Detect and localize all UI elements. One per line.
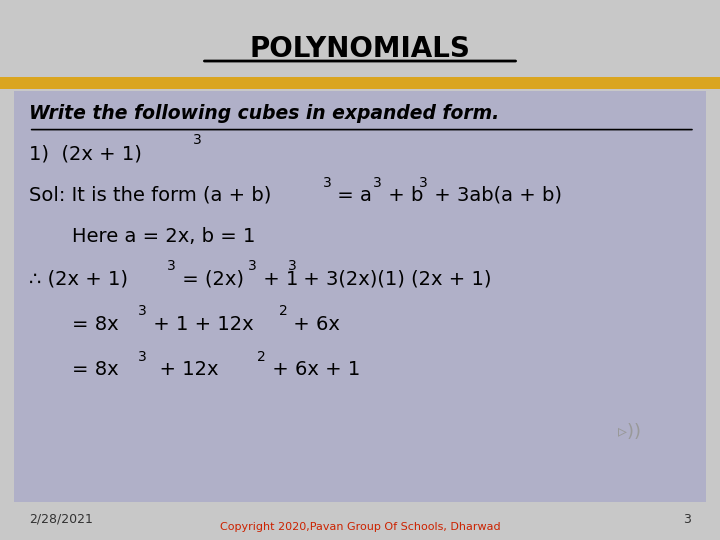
Text: 3: 3 — [193, 133, 202, 147]
Text: Write the following cubes in expanded form.: Write the following cubes in expanded fo… — [29, 104, 499, 123]
Text: ▹)): ▹)) — [618, 423, 642, 441]
Text: + 12x: + 12x — [147, 360, 218, 380]
Text: 2: 2 — [257, 350, 266, 364]
Text: Here a = 2x, b = 1: Here a = 2x, b = 1 — [72, 227, 256, 246]
Text: = a: = a — [331, 186, 372, 205]
Text: 3: 3 — [373, 176, 382, 190]
Text: = (2x): = (2x) — [176, 269, 243, 289]
Text: + 1: + 1 — [257, 269, 298, 289]
Text: + 6x + 1: + 6x + 1 — [266, 360, 360, 380]
Text: + 3ab(a + b): + 3ab(a + b) — [428, 186, 562, 205]
Text: = 8x: = 8x — [72, 314, 119, 334]
Text: + 1 + 12x: + 1 + 12x — [147, 314, 253, 334]
FancyBboxPatch shape — [0, 502, 720, 540]
Text: 3: 3 — [138, 350, 147, 364]
Text: 3: 3 — [288, 259, 297, 273]
Text: 2/28/2021: 2/28/2021 — [29, 513, 93, 526]
Text: 1)  (2x + 1): 1) (2x + 1) — [29, 144, 142, 164]
FancyBboxPatch shape — [0, 77, 720, 89]
Text: + 6x: + 6x — [287, 314, 340, 334]
Text: POLYNOMIALS: POLYNOMIALS — [250, 35, 470, 63]
Text: 2: 2 — [279, 304, 287, 318]
Text: = 8x: = 8x — [72, 360, 119, 380]
Text: 3: 3 — [683, 513, 691, 526]
Text: 3: 3 — [248, 259, 257, 273]
Text: Sol: It is the form (a + b): Sol: It is the form (a + b) — [29, 186, 271, 205]
Text: 3: 3 — [323, 176, 331, 190]
Text: 3: 3 — [167, 259, 176, 273]
Text: + 3(2x)(1) (2x + 1): + 3(2x)(1) (2x + 1) — [297, 269, 491, 289]
FancyBboxPatch shape — [14, 91, 706, 502]
Text: + b: + b — [382, 186, 423, 205]
Text: 3: 3 — [138, 304, 147, 318]
Text: ∴ (2x + 1): ∴ (2x + 1) — [29, 269, 128, 289]
Text: 3: 3 — [419, 176, 428, 190]
Text: Copyright 2020,Pavan Group Of Schools, Dharwad: Copyright 2020,Pavan Group Of Schools, D… — [220, 522, 500, 531]
FancyBboxPatch shape — [0, 0, 720, 78]
